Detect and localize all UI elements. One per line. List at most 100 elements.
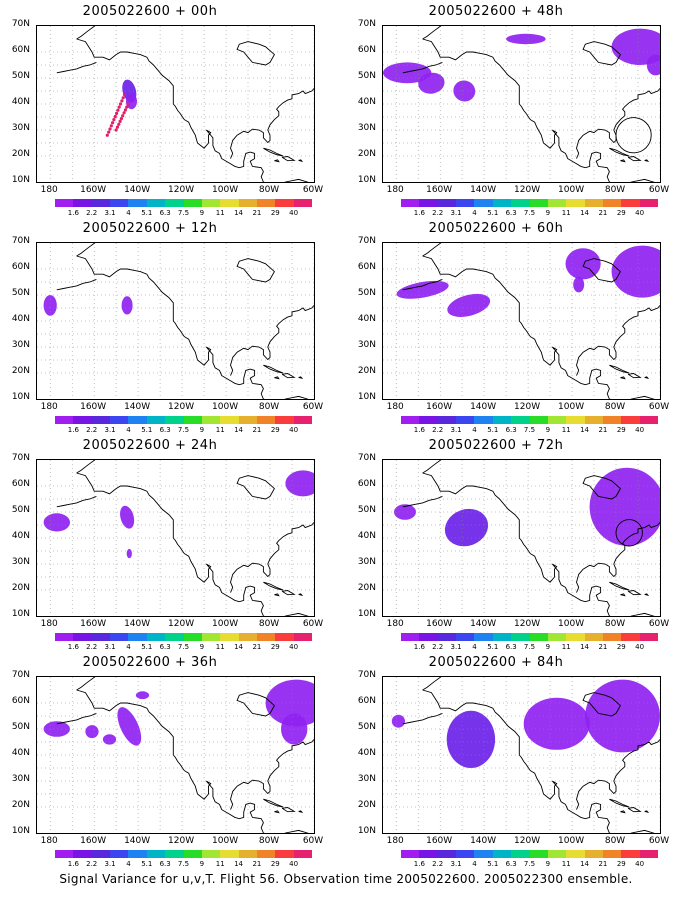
longitude-label: 160W <box>80 836 107 846</box>
latitude-label: 20N <box>357 800 376 810</box>
longitude-label: 80W <box>258 402 280 412</box>
colorbar-label: 1.6 <box>413 209 425 217</box>
longitude-label: 180 <box>386 185 404 195</box>
colorbar-swatch <box>529 199 548 207</box>
flight-track-point <box>117 105 121 109</box>
colorbar-label: 2.2 <box>432 860 444 868</box>
colorbar-swatch <box>146 633 166 641</box>
colorbar-swatch <box>91 850 111 858</box>
latitude-label: 10N <box>11 392 30 402</box>
flight-track-point <box>115 111 119 115</box>
longitude-label: 80W <box>604 836 626 846</box>
colorbar-label: 11 <box>215 643 225 651</box>
colorbar-label: 4 <box>472 643 477 651</box>
colorbar-swatch <box>91 633 111 641</box>
colorbar-swatch <box>220 633 239 641</box>
colorbar-label: 40 <box>289 209 299 217</box>
colorbar-swatch <box>293 633 313 641</box>
variance-region <box>585 679 660 753</box>
variance-region <box>444 508 489 547</box>
longitude-label: 180 <box>386 836 404 846</box>
map-area <box>382 676 661 834</box>
colorbar-swatch <box>511 850 530 858</box>
latitude-label: 40N <box>357 314 376 324</box>
colorbar-label: 9 <box>545 426 551 434</box>
longitude-label: 100W <box>558 619 585 629</box>
latitude-label: 30N <box>11 340 30 350</box>
colorbar-label: 21 <box>252 643 262 651</box>
variance-region <box>611 245 660 298</box>
latitude-label: 70N <box>11 19 30 29</box>
latitude-label: 10N <box>11 826 30 836</box>
longitude-label: 80W <box>604 185 626 195</box>
latitude-label: 30N <box>357 774 376 784</box>
flight-track-point <box>109 124 113 128</box>
colorbar-swatch <box>639 199 659 207</box>
colorbar-label: 3.1 <box>450 643 462 651</box>
colorbar-swatch <box>165 850 184 858</box>
colorbar-label: 1.6 <box>67 209 79 217</box>
colorbar-swatch <box>201 199 221 207</box>
longitude-label: 60W <box>648 402 670 412</box>
colorbar-swatch <box>293 416 313 424</box>
latitude-label: 40N <box>357 531 376 541</box>
latitude-label: 30N <box>357 340 376 350</box>
latitude-label: 20N <box>11 149 30 159</box>
colorbar-label: 14 <box>580 860 590 868</box>
latitude-label: 20N <box>357 149 376 159</box>
colorbar-label: 40 <box>635 860 645 868</box>
flight-track-point <box>113 114 117 119</box>
longitude-label: 100W <box>212 836 239 846</box>
colorbar-swatch <box>492 850 512 858</box>
colorbar-label: 7.5 <box>523 209 536 217</box>
colorbar-swatch <box>639 416 659 424</box>
colorbar <box>401 633 659 641</box>
longitude-label: 120W <box>514 836 541 846</box>
colorbar-swatch <box>401 199 420 207</box>
longitude-label: 80W <box>258 185 280 195</box>
colorbar <box>401 850 659 858</box>
longitude-label: 160W <box>426 185 453 195</box>
colorbar-swatch <box>201 633 221 641</box>
variance-region <box>135 691 150 700</box>
flight-track-point <box>111 121 115 125</box>
colorbar-swatch <box>474 850 493 858</box>
colorbar-label: 5.1 <box>141 643 153 651</box>
colorbar-swatch <box>110 633 129 641</box>
flight-track-point <box>108 127 112 131</box>
colorbar-swatch <box>602 199 622 207</box>
variance-region <box>589 467 660 546</box>
colorbar-swatch <box>220 199 239 207</box>
colorbar-swatch <box>474 199 493 207</box>
colorbar-label: 11 <box>561 426 571 434</box>
colorbar-swatch <box>146 199 166 207</box>
latitude-label: 70N <box>357 453 376 463</box>
flight-track-point <box>107 130 111 134</box>
colorbar-label: 29 <box>616 643 626 651</box>
colorbar-label: 4 <box>472 860 477 868</box>
colorbar-label: 3.1 <box>104 426 116 434</box>
flight-track-point <box>112 118 116 122</box>
colorbar-label: 6.3 <box>159 426 171 434</box>
longitude-label: 160W <box>426 402 453 412</box>
colorbar-swatch <box>529 850 548 858</box>
longitude-label: 80W <box>258 836 280 846</box>
latitude-label: 60N <box>357 696 376 706</box>
colorbar-label: 2.2 <box>86 426 98 434</box>
longitude-label: 140W <box>124 619 151 629</box>
longitude-label: 120W <box>514 619 541 629</box>
colorbar-label: 14 <box>234 209 244 217</box>
latitude-label: 60N <box>357 45 376 55</box>
colorbar-label: 11 <box>561 643 571 651</box>
map-panel: 2005022600 + 36h 70N 60N 50N 40N 30N 20N 10N 180… <box>0 655 323 868</box>
colorbar-label: 1.6 <box>67 643 79 651</box>
colorbar-swatch <box>256 850 276 858</box>
latitude-label: 50N <box>357 722 376 732</box>
variance-region <box>453 80 476 102</box>
colorbar <box>55 199 313 207</box>
latitude-label: 10N <box>357 175 376 185</box>
colorbar-swatch <box>566 416 585 424</box>
longitude-label: 160W <box>80 402 107 412</box>
colorbar-label: 29 <box>616 209 626 217</box>
latitude-label: 50N <box>357 505 376 515</box>
